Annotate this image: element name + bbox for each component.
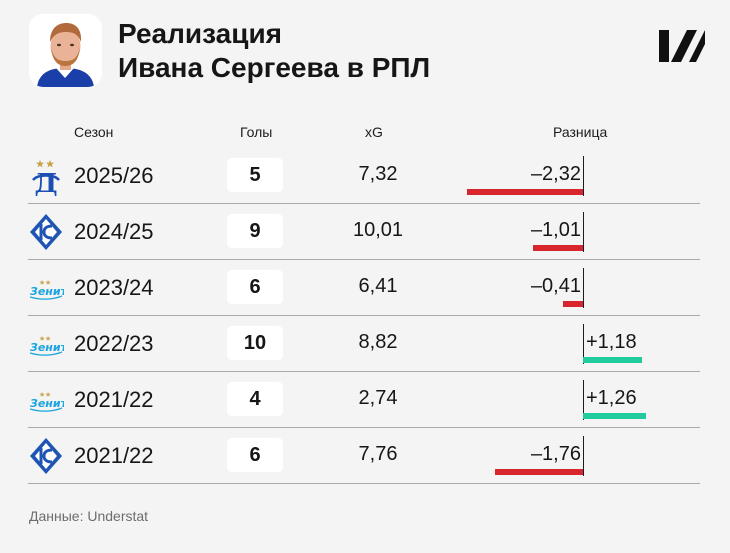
- goals-badge: 6: [227, 270, 283, 304]
- diff-axis: [583, 268, 584, 308]
- sports-ru-logo-icon: [659, 30, 705, 62]
- diff-label: –1,01: [530, 219, 581, 241]
- xg-value: 10,01: [352, 219, 404, 241]
- diff-label: +1,18: [586, 331, 637, 353]
- xg-value: 7,76: [358, 443, 398, 465]
- svg-text:Зенит: Зенит: [30, 397, 64, 410]
- krylia-icon: [28, 212, 64, 252]
- zenit-icon: Зенит: [28, 380, 68, 420]
- xg-value: 6,41: [358, 275, 398, 297]
- season-label: 2021/22: [74, 387, 154, 412]
- diff-bar: [467, 189, 583, 195]
- data-source: Данные: Understat: [29, 508, 149, 524]
- goals-badge: 10: [227, 326, 283, 360]
- diff-axis: [583, 212, 584, 252]
- goals-badge: 9: [227, 214, 283, 248]
- player-avatar: [29, 14, 102, 87]
- zenit-icon: Зенит: [28, 324, 68, 364]
- diff-axis: [583, 324, 584, 364]
- svg-text:Д: Д: [34, 169, 57, 196]
- diff-bar: [583, 413, 646, 419]
- title-line-1: Реализация: [118, 18, 283, 49]
- season-label: 2023/24: [74, 275, 154, 300]
- table-row: 2021/22 6 7,76 –1,76: [28, 428, 700, 484]
- diff-label: +1,26: [586, 387, 637, 409]
- xg-value: 7,32: [358, 163, 398, 185]
- diff-label: –0,41: [530, 275, 581, 297]
- zenit-icon: Зенит: [28, 268, 68, 308]
- dynamo-icon: Д: [28, 156, 64, 199]
- column-header-xg: xG: [365, 124, 383, 140]
- xg-value: 8,82: [358, 331, 398, 353]
- title-line-2: Ивана Сергеева в РПЛ: [118, 52, 431, 83]
- season-label: 2025/26: [74, 163, 154, 188]
- diff-axis: [583, 380, 584, 420]
- diff-bar: [532, 245, 583, 251]
- player-photo-icon: [29, 14, 102, 87]
- diff-bar: [562, 301, 583, 307]
- table-row: Зенит 2022/23 10 8,82 +1,18: [28, 316, 700, 372]
- column-header-goals: Голы: [240, 124, 273, 140]
- xg-value: 2,74: [358, 387, 398, 409]
- diff-bar: [495, 469, 583, 475]
- table-row: Зенит 2023/24 6 6,41 –0,41: [28, 260, 700, 316]
- goals-badge: 6: [227, 438, 283, 472]
- column-header-diff: Разница: [553, 124, 608, 140]
- table-row: Зенит 2021/22 4 2,74 +1,26: [28, 372, 700, 428]
- column-header-season: Сезон: [74, 124, 114, 140]
- svg-text:Зенит: Зенит: [30, 285, 64, 298]
- season-label: 2024/25: [74, 219, 154, 244]
- diff-label: –2,32: [530, 163, 581, 185]
- table-row: 2024/25 9 10,01 –1,01: [28, 204, 700, 260]
- diff-axis: [583, 436, 584, 476]
- diff-axis: [583, 156, 584, 196]
- season-label: 2022/23: [74, 331, 154, 356]
- goals-badge: 4: [227, 382, 283, 416]
- season-label: 2021/22: [74, 443, 154, 468]
- diff-label: –1,76: [530, 443, 581, 465]
- page-title: Реализация Ивана Сергеева в РПЛ: [118, 17, 430, 85]
- krylia-icon: [28, 436, 64, 476]
- svg-text:Зенит: Зенит: [30, 341, 64, 354]
- diff-bar: [583, 357, 642, 363]
- table-row: Д 2025/26 5 7,32 –2,32: [28, 148, 700, 204]
- goals-badge: 5: [227, 158, 283, 192]
- stats-table: Д 2025/26 5 7,32 –2,32 2024/25 9 10,01 –1,01 Зени…: [28, 148, 700, 484]
